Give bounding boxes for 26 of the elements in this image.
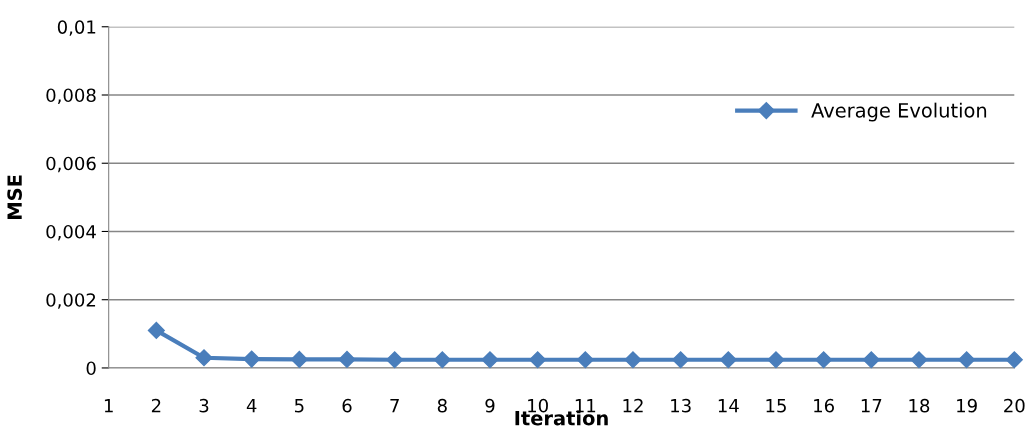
x-tick-label: 17 [861,399,882,413]
x-tick-label: 9 [485,398,495,413]
x-tick-label: 6 [342,398,352,413]
x-tick-label: 2 [151,398,161,413]
x-tick-label: 19 [957,398,977,413]
y-tick-label: 0,01 [57,20,96,36]
y-tick-label: 0,004 [46,224,96,241]
x-tick-label: 18 [909,398,930,413]
y-tick-label: 0,006 [46,156,96,173]
x-tick-label: 16 [814,398,834,413]
x-tick-label: 14 [718,399,739,413]
x-tick-label: 12 [623,398,643,413]
x-tick-label: 8 [437,398,447,413]
y-tick-label: 0,008 [46,88,96,104]
x-tick-label: 7 [390,399,399,413]
y-axis-title: MSE [7,175,22,219]
x-tick-label: 13 [671,398,691,413]
x-tick-label: 1 [104,399,113,413]
x-tick-label: 4 [246,399,257,413]
x-tick-label: 20 [1004,398,1025,413]
x-tick-label: 15 [766,399,786,413]
legend-label: Average Evolution [811,102,987,122]
y-tick-label: 0,002 [46,293,96,309]
y-tick-label: 0 [86,361,96,376]
x-tick-label: 3 [199,398,209,413]
x-tick-label: 5 [294,399,304,413]
